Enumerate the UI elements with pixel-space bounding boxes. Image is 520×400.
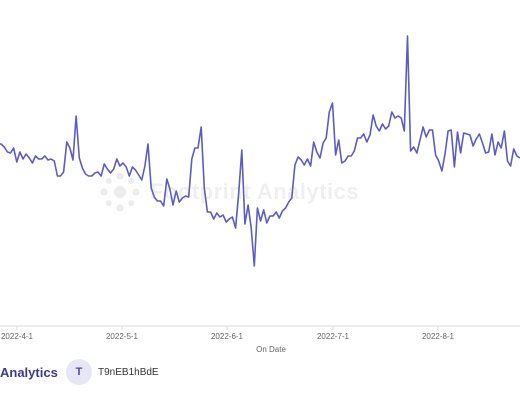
x-tick-label: 2022-7-1 [317, 332, 350, 341]
series-line [0, 35, 520, 267]
line-chart: 2022-4-1 2022-5-1 2022-6-1 2022-7-1 2022-8-1… [0, 35, 520, 354]
avatar[interactable]: T [66, 359, 92, 385]
x-tick-label: 2022-5-1 [106, 332, 139, 341]
avatar-letter: T [75, 366, 83, 378]
x-axis-title: On Date [256, 345, 286, 354]
chart-area: 2022-4-1 2022-5-1 2022-6-1 2022-7-1 2022-8-1… [0, 35, 520, 354]
brand-name: Analytics [0, 364, 58, 380]
x-tick-label: 2022-6-1 [211, 332, 244, 341]
username[interactable]: T9nEB1hBdE [98, 366, 159, 378]
x-tick-label: 2022-8-1 [422, 332, 455, 341]
footer: Analytics T T9nEB1hBdE [0, 356, 520, 388]
x-tick-label: 2022-4-1 [1, 332, 34, 341]
